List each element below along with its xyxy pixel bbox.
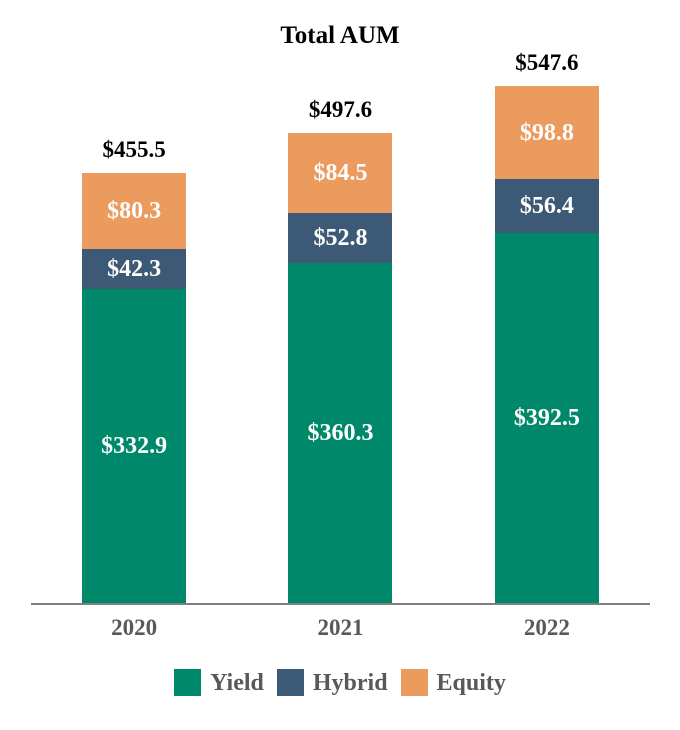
x-axis-labels: 2020 2021 2022 [31,615,650,641]
segment-value-label: $84.5 [313,160,368,187]
segment-equity-2020: $80.3 [82,173,187,249]
segment-yield-2020: $332.9 [82,288,187,603]
bar-2021: $84.5 $52.8 $360.3 [288,133,393,603]
legend-item-yield: Yield [174,669,264,696]
segment-value-label: $80.3 [107,197,162,224]
bar-group-2022: $547.6 $98.8 $56.4 $392.5 [444,0,650,603]
legend-item-hybrid: Hybrid [276,669,388,696]
segment-hybrid-2022: $56.4 [494,179,599,233]
total-label-2021: $497.6 [308,97,373,123]
legend-label-yield: Yield [210,669,264,696]
bar-group-2020: $455.5 $80.3 $42.3 $332.9 [31,0,237,603]
legend-swatch-equity [400,669,428,696]
x-tick-label-2021: 2021 [317,615,364,640]
segment-value-label: $52.8 [313,225,368,251]
segment-value-label: $98.8 [519,119,574,146]
chart-title: Total AUM [280,22,400,49]
bar-2022: $98.8 $56.4 $392.5 [494,86,599,603]
total-label-2020: $455.5 [102,136,166,162]
x-tick-label-2022: 2022 [523,615,570,640]
segment-value-label: $360.3 [307,419,374,446]
legend-label-hybrid: Hybrid [312,669,388,696]
segment-hybrid-2020: $42.3 [82,248,187,289]
bar-group-2021: $497.6 $84.5 $52.8 $360.3 [237,0,443,603]
legend: Yield Hybrid Equity [0,669,680,696]
legend-swatch-hybrid [276,669,304,696]
segment-equity-2021: $84.5 [288,133,393,214]
x-axis-line [31,603,650,605]
segment-value-label: $332.9 [101,432,168,459]
legend-label-equity: Equity [436,669,506,696]
total-label-2022: $547.6 [515,49,579,75]
segment-yield-2022: $392.5 [494,232,599,603]
x-tick-label-2020: 2020 [111,615,158,640]
segment-value-label: $392.5 [513,404,580,431]
segment-equity-2022: $98.8 [494,86,599,180]
segment-yield-2021: $360.3 [288,262,393,603]
segment-hybrid-2021: $52.8 [288,213,393,263]
segment-value-label: $56.4 [519,192,574,219]
segment-value-label: $42.3 [107,255,162,282]
legend-swatch-yield [174,669,202,696]
bar-2020: $80.3 $42.3 $332.9 [82,173,187,603]
plot-area: $455.5 $80.3 $42.3 $332.9 $497.6 $84.5 $52.8 $3… [31,0,650,603]
legend-item-equity: Equity [400,669,506,696]
